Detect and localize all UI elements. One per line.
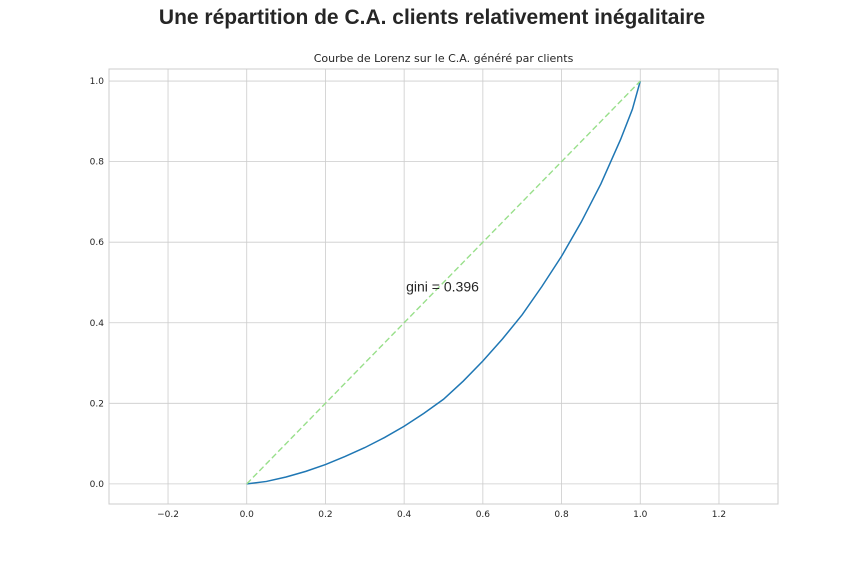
x-tick-label: 1.0: [633, 510, 648, 520]
series-layer: [246, 80, 641, 485]
y-tick-label: 0.0: [90, 480, 105, 490]
x-tick-label: 1.2: [712, 510, 726, 520]
lorenz-curve: [246, 80, 641, 485]
figure-title: Une répartition de C.A. clients relative…: [158, 6, 706, 29]
y-tick-label: 0.6: [90, 238, 105, 248]
x-tick-label: 0.0: [240, 510, 255, 520]
x-tick-label: 0.6: [476, 510, 491, 520]
tick-labels: −0.2 0.0 0.2 0.4 0.6 0.8 1.0 1.2 0.0 0.2 0.4 0.6 0.8…: [90, 77, 726, 520]
x-tick-label: 0.8: [554, 510, 569, 520]
gini-annotation: gini = 0.396: [406, 279, 479, 295]
x-tick-label: −0.2: [157, 510, 179, 520]
annotations: gini = 0.396: [406, 279, 479, 295]
y-tick-label: 0.2: [90, 399, 104, 409]
grid: [109, 69, 778, 504]
y-tick-label: 0.8: [90, 158, 105, 168]
y-tick-label: 1.0: [90, 77, 105, 87]
x-tick-label: 0.4: [397, 510, 412, 520]
equality-line: [246, 80, 641, 485]
plot-frame: [108, 68, 779, 505]
y-tick-label: 0.4: [90, 319, 105, 329]
chart-title: Courbe de Lorenz sur le C.A. généré par …: [314, 52, 574, 65]
x-tick-label: 0.2: [318, 510, 332, 520]
